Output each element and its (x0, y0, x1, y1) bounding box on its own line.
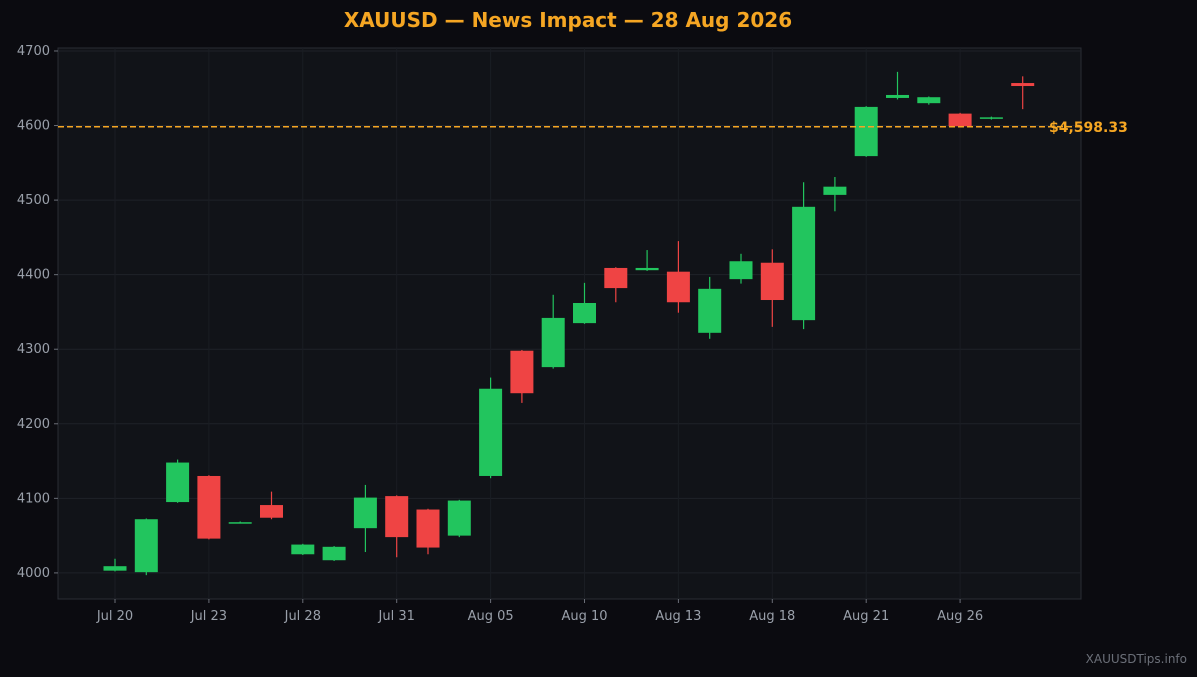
x-tick-label: Jul 23 (190, 609, 227, 624)
candle-body (604, 267, 628, 289)
x-tick-label: Jul 20 (96, 609, 133, 624)
x-tick-label: Jul 28 (284, 609, 321, 624)
y-tick-label: 4100 (17, 491, 50, 506)
candle-body (948, 113, 972, 127)
x-tick-label: Aug 13 (655, 609, 701, 624)
candle-body (666, 271, 690, 303)
candle-body (854, 106, 878, 157)
candle-body (134, 519, 158, 573)
y-tick-label: 4300 (17, 342, 50, 357)
candle-body (792, 206, 816, 321)
y-tick-label: 4000 (17, 566, 50, 581)
x-tick-label: Jul 31 (378, 609, 415, 624)
candle-body (416, 509, 440, 548)
x-tick-label: Aug 05 (468, 609, 514, 624)
y-tick-label: 4500 (17, 193, 50, 208)
candle-body (698, 288, 722, 333)
y-tick-label: 4400 (17, 268, 50, 283)
x-tick-label: Aug 10 (561, 609, 607, 624)
candle-body (510, 350, 534, 394)
candle-body (385, 496, 409, 538)
candle-body (291, 544, 315, 555)
chart-title: XAUUSD — News Impact — 28 Aug 2026 (344, 8, 792, 32)
candle-body (322, 546, 346, 561)
candle-body (635, 267, 659, 271)
candle-body (917, 97, 941, 104)
candle-body (760, 262, 784, 301)
candle-body (979, 117, 1003, 119)
candle-body (260, 505, 283, 518)
x-tick-label: Aug 18 (749, 609, 795, 624)
reference-label: $4,598.33 (1049, 120, 1128, 136)
plot-area (57, 47, 1082, 600)
candle-body (479, 388, 503, 476)
candle-body (823, 186, 847, 195)
candle-body (197, 475, 221, 539)
candle-body (1011, 83, 1035, 87)
candle-body (353, 497, 377, 529)
candle-body (729, 261, 753, 280)
x-tick-label: Aug 21 (843, 609, 889, 624)
candle-body (886, 94, 909, 98)
candle-body (103, 566, 127, 571)
candle-body (447, 500, 471, 536)
x-tick-label: Aug 26 (937, 609, 983, 624)
candle-body (228, 522, 252, 524)
watermark: XAUUSDTips.info (1086, 652, 1187, 666)
candle-body (541, 317, 565, 368)
candle-body (573, 302, 596, 324)
y-tick-label: 4600 (17, 119, 50, 134)
candle-body (166, 462, 190, 503)
y-tick-label: 4700 (17, 44, 50, 59)
y-tick-label: 4200 (17, 417, 50, 432)
